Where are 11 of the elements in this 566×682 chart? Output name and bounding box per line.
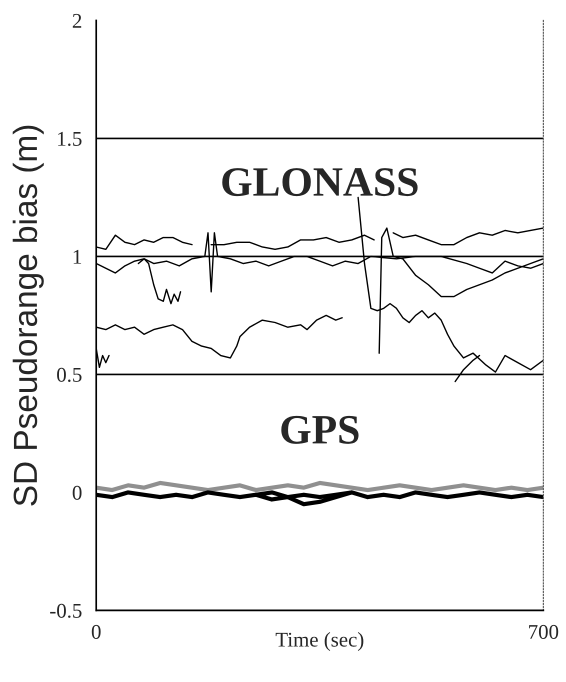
y-axis-title: SD Pseudorange bias (m) xyxy=(12,126,44,506)
x-axis-title: Time (sec) xyxy=(276,632,364,651)
y-tick-label: -0.5 xyxy=(50,604,82,618)
y-tick-label: 1.5 xyxy=(58,132,82,146)
annotation: GPS xyxy=(281,416,359,444)
annotation: GLONASS xyxy=(222,168,418,196)
y-tick-label: 0 xyxy=(72,486,82,500)
y-tick-label: 2 xyxy=(72,14,82,28)
y-tick-label: 0.5 xyxy=(57,368,82,382)
x-tick-label: 700 xyxy=(529,624,558,639)
y-tick-label: 1 xyxy=(74,250,82,264)
